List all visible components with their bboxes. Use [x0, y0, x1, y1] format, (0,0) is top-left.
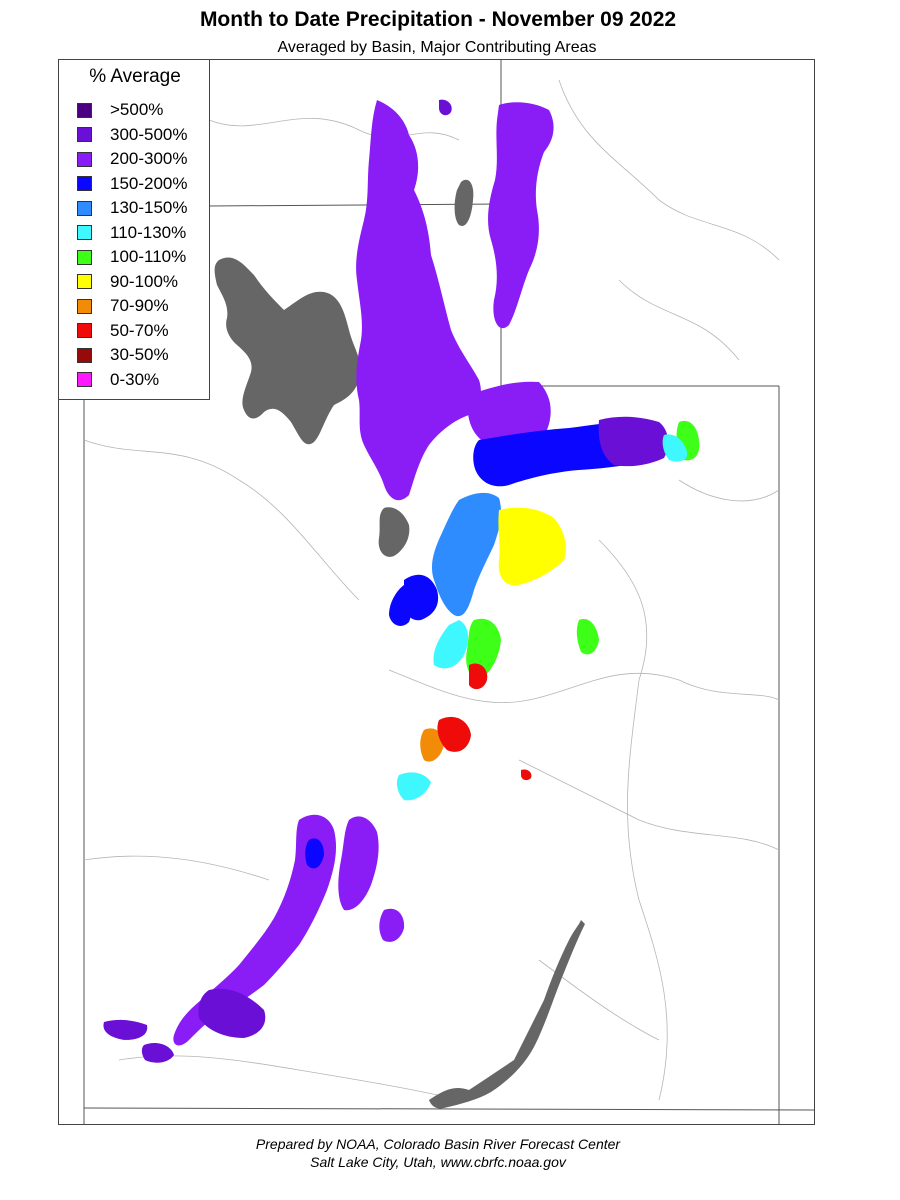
basin-130-150-central: [431, 492, 502, 617]
legend-item: 50-70%: [77, 321, 169, 341]
precip-basins: [103, 99, 700, 1063]
legend-title: % Average: [89, 66, 181, 87]
utah-lake: [378, 507, 410, 557]
lakes: [214, 179, 585, 1109]
basin-50-70: [437, 716, 471, 752]
basin-200-300-bear: [488, 102, 554, 329]
map-subtitle: Averaged by Basin, Major Contributing Ar…: [277, 39, 597, 56]
basin-300-500-a: [439, 99, 452, 116]
legend-label: 0-30%: [110, 369, 160, 389]
basin-110-130-central: [433, 620, 469, 669]
basin-200-300-southwest: [173, 814, 337, 1046]
legend-label: 110-130%: [110, 222, 187, 242]
basin-100-110-san-rafael: [576, 619, 599, 655]
legend-swatch: [77, 298, 92, 314]
legend-swatch: [77, 151, 92, 167]
legend-label: 50-70%: [110, 320, 169, 340]
footer-prepared-by: Prepared by NOAA, Colorado Basin River F…: [255, 1136, 621, 1152]
county-lines: [83, 79, 780, 1101]
basin-200-300-uinta-west: [467, 381, 551, 445]
arizona-border: [83, 1107, 814, 1111]
map-title: Month to Date Precipitation - November 0…: [199, 8, 677, 31]
basin-70-90: [420, 728, 444, 762]
legend-item: 130-150%: [77, 198, 188, 218]
legend-item: 300-500%: [77, 125, 188, 145]
legend-item: 30-50%: [77, 345, 169, 365]
basin-300-500-virgin: [103, 1019, 148, 1040]
basin-200-300-north: [356, 100, 481, 501]
legend-label: >500%: [110, 100, 164, 119]
legend-swatch: [77, 372, 92, 387]
basin-300-500-uinta-east: [598, 416, 669, 467]
legend-swatch: [77, 274, 92, 289]
idaho-border: [208, 203, 502, 207]
legend-swatch: [77, 200, 92, 216]
map-area: [data-name^="basin-200-300"] { fill: #8a…: [58, 59, 815, 1125]
legend-label: 70-90%: [110, 296, 169, 315]
legend-swatch: [77, 249, 92, 265]
basin-110-130-east: [662, 434, 688, 462]
legend-label: 130-150%: [110, 198, 188, 217]
legend-swatch: [77, 102, 92, 118]
legend-swatch: [77, 176, 92, 191]
basin-150-200-sevier-top: [389, 585, 412, 626]
legend-swatch: [77, 225, 92, 240]
basin-300-500-southwest: [198, 988, 266, 1038]
legend-item: 0-30%: [77, 370, 159, 390]
legend-label: 150-200%: [110, 173, 188, 193]
legend-label: 300-500%: [110, 124, 188, 144]
legend-item: 70-90%: [77, 296, 169, 316]
basin-150-200-west: [403, 574, 439, 621]
utah-map: [data-name^="basin-200-300"] { fill: #8a…: [83, 60, 814, 1124]
legend-item: 100-110%: [77, 247, 186, 267]
legend-item: 90-100%: [77, 272, 178, 292]
legend-item: 200-300%: [77, 149, 188, 169]
basin-110-130-south: [396, 772, 431, 801]
basin-90-100: [498, 507, 566, 586]
basin-50-70-c: [521, 769, 532, 781]
legend-label: 90-100%: [110, 271, 179, 291]
basin-200-300-fishlake: [379, 908, 405, 942]
basin-50-70-b: [469, 663, 488, 690]
lake-powell: [429, 920, 585, 1109]
legend-item: >500%: [77, 100, 163, 120]
footer-location: Salt Lake City, Utah, www.cbrfc.noaa.gov: [310, 1154, 566, 1170]
basin-200-300-markagunt: [338, 816, 379, 911]
legend: % Average >500% 300-500% 200-300% 150-200% 1…: [58, 59, 210, 400]
great-salt-lake: [214, 257, 361, 445]
legend-label: 30-50%: [110, 345, 169, 364]
basin-150-200-south: [305, 838, 324, 869]
legend-label: 100-110%: [110, 247, 187, 266]
bear-lake: [454, 179, 474, 226]
legend-swatch: [77, 127, 92, 142]
legend-swatch: [77, 323, 92, 338]
legend-item: 150-200%: [77, 174, 188, 194]
legend-item: 110-130%: [77, 223, 186, 243]
legend-swatch: [77, 347, 92, 363]
basin-300-500-b: [141, 1043, 174, 1063]
legend-label: 200-300%: [110, 149, 188, 168]
